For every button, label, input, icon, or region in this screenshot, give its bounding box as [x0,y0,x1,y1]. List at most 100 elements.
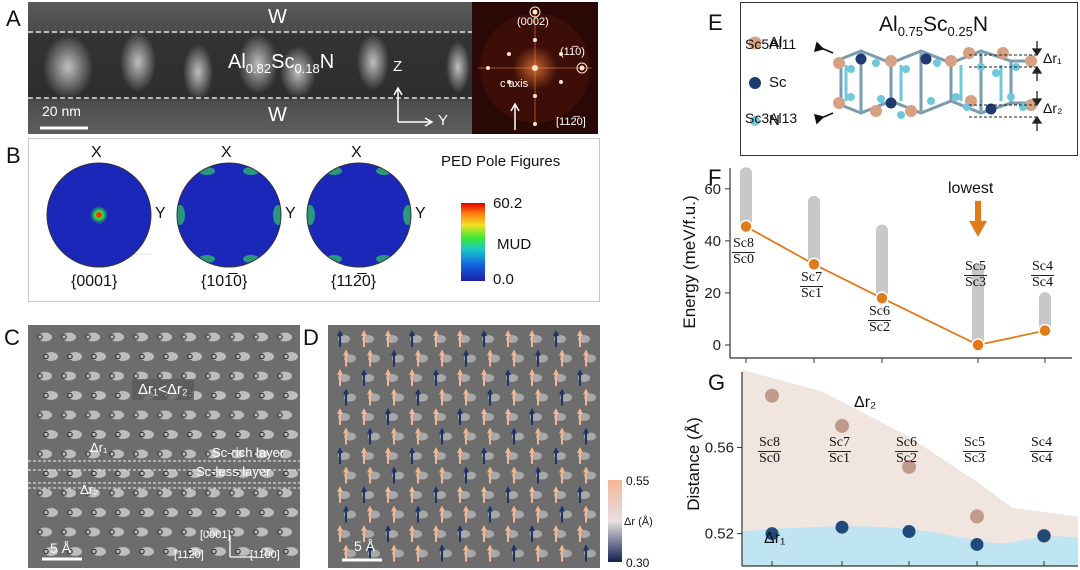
displacement-arrowhead [505,369,511,375]
atom-column [110,332,124,342]
pf1-x: X [91,144,102,161]
dr2-point [835,418,849,433]
atom-column [62,410,76,420]
atom-column [278,488,292,498]
atom-marker [61,334,67,340]
atom-marker [85,412,91,418]
displacement-arrowhead [415,427,421,434]
atom-marker [211,509,217,516]
stem-sc-less: Sc-less layer [196,464,271,479]
distance-y-tick-label: 0.52 [705,526,734,543]
atom-column [38,527,52,537]
displacement-arrowhead [457,447,463,453]
atom-marker [205,451,211,457]
atom-column [110,371,124,381]
atom-marker [85,529,91,535]
displacement-arrowhead [559,505,565,512]
displacement-arrowhead [529,330,535,336]
displacement-arrowhead [361,447,367,453]
atom-column [116,547,130,556]
displacement-arrowhead [415,544,421,551]
pf3-x: X [351,144,362,161]
atom-marker [229,412,235,418]
atom-marker [277,529,283,535]
atom-column [212,547,226,556]
atom-marker [253,412,259,418]
displacement-arrowhead [583,505,589,512]
atom-marker [205,412,211,418]
displacement-arrowhead [337,369,343,375]
distance-dr2-label: Δr₂ [854,394,877,411]
tem-axis-y: Y [438,112,449,129]
displacement-arrowhead [487,388,493,395]
atom-column [260,547,274,556]
displacement-arrowhead [577,330,583,336]
atom-column [284,508,298,517]
atom-column [110,449,124,459]
atom-marker [91,431,97,438]
atom-column [68,508,82,517]
atom-column [212,469,226,478]
atom-column [182,410,196,420]
distance-y-tick-label: 0.56 [705,439,734,456]
displacement-arrowhead [481,486,487,492]
atom-marker [259,548,265,555]
displacement-arrowhead [577,447,583,453]
pole-figure-1120 [306,162,412,268]
displacement-arrowhead [439,388,445,395]
atom-column [62,488,76,498]
atom-marker [229,451,235,457]
atom-marker [109,529,115,535]
displacement-arrowhead [433,486,439,492]
displacement-arrowhead [577,369,583,375]
atom-marker [211,431,217,438]
atom-column [206,488,220,498]
stem-arrows-d [337,330,596,562]
atom-marker [229,490,235,496]
atom-column [134,527,148,537]
pole-figure-1010 [176,162,282,268]
displacement-arrowhead [361,408,367,414]
config-bottom-label: Sc3Al13 [745,110,798,126]
displacement-arrowhead [433,525,439,531]
displacement-arrowhead [361,330,367,336]
atom-marker [181,451,187,457]
displacement-arrowhead [385,330,391,336]
atom-column [254,332,268,342]
atom-marker [277,373,283,379]
atom-marker [259,431,265,438]
atom-marker [139,431,145,438]
fft-zone-axis: [112̅0] [556,116,586,128]
atom-column [284,430,298,439]
stem-dr2: Δr₂ [80,482,99,497]
atom-marker [91,470,97,477]
atom-column [86,332,100,342]
displacement-arrowhead [553,330,559,336]
atom-column [134,449,148,459]
atom-column [44,352,58,361]
stem-dir-0001: [0001] [200,529,231,541]
distance-category-4: Sc4 Sc4 [1030,435,1053,466]
atom-column [86,449,100,459]
atom-marker [61,451,67,457]
displacement-arrowhead [487,544,493,551]
displacement-arrowhead [511,427,517,434]
atom-marker [157,490,163,496]
atom-marker [109,490,115,496]
energy-y-tick-label: 20 [704,285,721,302]
atom-column [188,352,202,361]
atom-column [86,488,100,498]
atom-marker [181,490,187,496]
displacement-arrowhead [367,505,373,512]
atom-marker [61,490,67,496]
atom-marker [163,509,169,516]
displacement-arrowhead [415,466,421,473]
atom-column [86,527,100,537]
distance-ylabel: Distance (Å) [684,417,703,511]
atom-column [278,449,292,459]
atom-marker [43,431,49,438]
atom-marker [85,373,91,379]
displacement-arrowhead [409,330,415,336]
tem-material-label: Al0.82Sc0.18N [228,51,335,76]
atom-column [254,449,268,459]
